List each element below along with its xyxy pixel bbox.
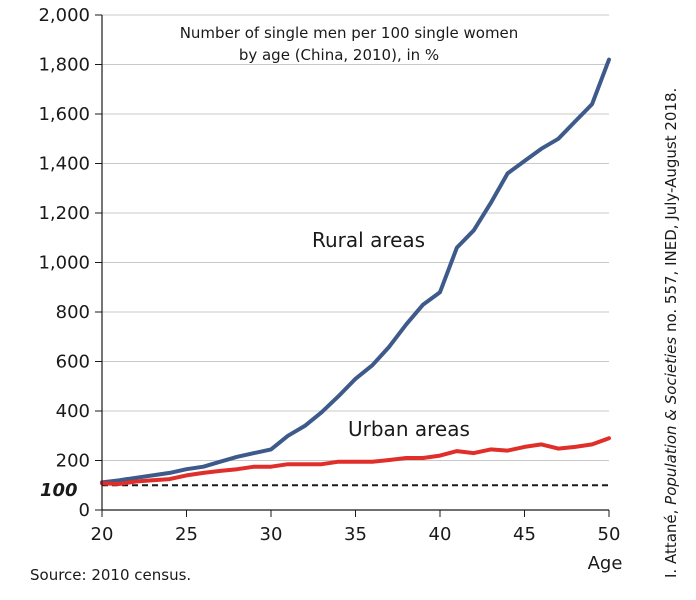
y-tick-label: 1,800 — [38, 55, 90, 76]
y-tick-label: 1,400 — [38, 154, 90, 175]
y-tick-label: 2,000 — [38, 5, 90, 26]
x-tick-label: 30 — [260, 524, 283, 545]
credit-author: I. Attané, — [662, 505, 680, 578]
y-tick-label: 1,000 — [38, 253, 90, 274]
y-tick-label: 200 — [56, 451, 90, 472]
x-tick-label: 25 — [175, 524, 198, 545]
chart-title-line-1: Number of single men per 100 single wome… — [180, 24, 519, 42]
y-tick-label: 600 — [56, 352, 90, 373]
series-line-urban — [102, 438, 609, 484]
y-tick-label: 800 — [56, 302, 90, 323]
y-tick-label: 1,200 — [38, 203, 90, 224]
reference-line-label: 100 — [40, 480, 78, 501]
chart-title-line-2: by age (China, 2010), in % — [239, 46, 439, 64]
series-label-rural: Rural areas — [312, 228, 425, 252]
x-tick-labels: 20 25 30 35 40 45 50 — [91, 524, 621, 545]
x-tick-label: 35 — [344, 524, 367, 545]
credit-journal: Population & Societies — [662, 337, 680, 505]
credit-note: I. Attané, Population & Societies no. 55… — [662, 88, 680, 578]
x-tick-label: 20 — [91, 524, 114, 545]
x-tick-label: 50 — [598, 524, 621, 545]
source-note: Source: 2010 census. — [30, 566, 191, 584]
axes — [95, 15, 609, 517]
x-axis-label: Age — [588, 553, 623, 574]
credit-details: no. 557, INED, July-August 2018. — [662, 88, 680, 337]
x-tick-label: 45 — [513, 524, 536, 545]
series-label-urban: Urban areas — [348, 417, 470, 441]
x-tick-label: 40 — [429, 524, 452, 545]
y-tick-label: 400 — [56, 401, 90, 422]
y-tick-labels: 0 200 400 600 800 1,000 1,200 1,400 1,600 1,800 2,… — [38, 5, 90, 521]
y-tick-label: 0 — [79, 500, 90, 521]
y-tick-label: 1,600 — [38, 104, 90, 125]
